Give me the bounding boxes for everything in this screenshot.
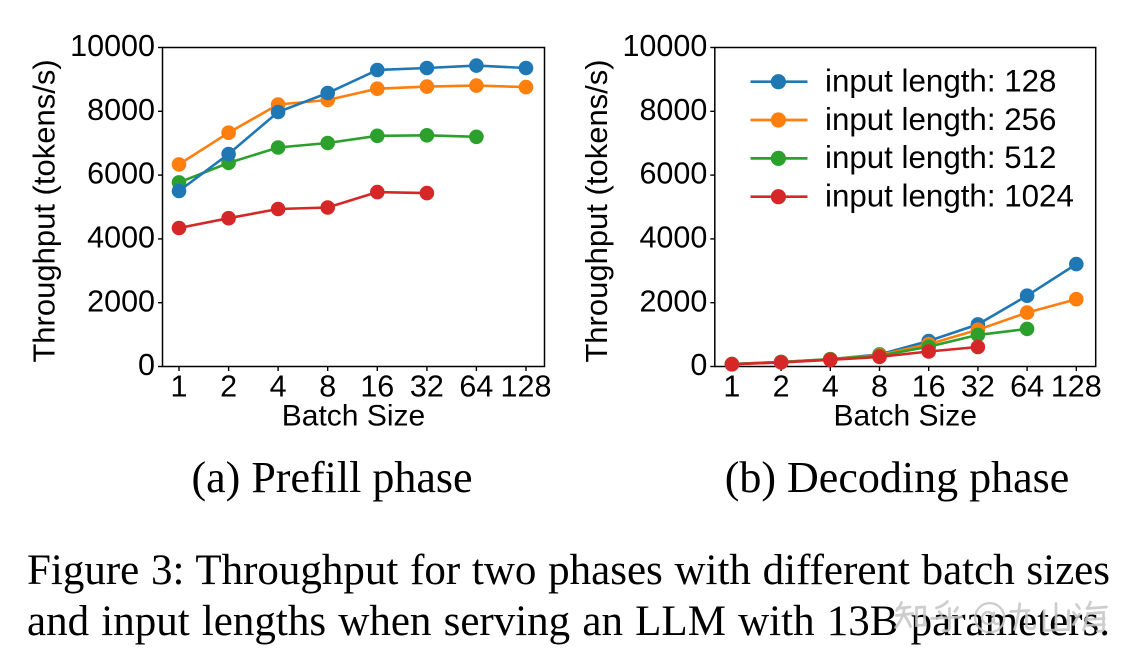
svg-text:input length: 256: input length: 256 xyxy=(825,102,1056,137)
svg-text:4000: 4000 xyxy=(87,221,155,255)
svg-text:2000: 2000 xyxy=(639,284,707,318)
svg-text:8: 8 xyxy=(871,369,888,403)
svg-text:2: 2 xyxy=(220,369,237,403)
svg-text:0: 0 xyxy=(690,348,707,382)
svg-text:0: 0 xyxy=(138,348,155,382)
svg-text:6000: 6000 xyxy=(639,157,707,191)
svg-text:Batch Size: Batch Size xyxy=(282,399,425,432)
svg-text:10000: 10000 xyxy=(70,29,155,63)
svg-text:4000: 4000 xyxy=(639,221,707,255)
svg-text:Throughput (tokens/s): Throughput (tokens/s) xyxy=(579,59,614,362)
svg-text:16: 16 xyxy=(912,369,946,403)
svg-text:64: 64 xyxy=(1010,369,1044,403)
svg-text:4: 4 xyxy=(822,369,839,403)
svg-text:4: 4 xyxy=(270,369,287,403)
svg-text:1: 1 xyxy=(723,369,740,403)
svg-text:8000: 8000 xyxy=(639,93,707,127)
svg-text:6000: 6000 xyxy=(87,157,155,191)
svg-text:input length: 512: input length: 512 xyxy=(825,140,1056,175)
svg-text:2: 2 xyxy=(773,369,790,403)
svg-text:32: 32 xyxy=(410,369,444,403)
svg-text:input length: 1024: input length: 1024 xyxy=(825,179,1074,214)
svg-text:10000: 10000 xyxy=(622,29,707,63)
svg-text:128: 128 xyxy=(1051,369,1102,403)
svg-text:Batch Size: Batch Size xyxy=(833,399,976,432)
svg-text:8000: 8000 xyxy=(87,93,155,127)
svg-text:32: 32 xyxy=(961,369,995,403)
svg-text:128: 128 xyxy=(501,369,552,403)
svg-text:2000: 2000 xyxy=(87,284,155,318)
svg-text:16: 16 xyxy=(360,369,394,403)
svg-text:Throughput (tokens/s): Throughput (tokens/s) xyxy=(27,59,62,362)
svg-text:input length: 128: input length: 128 xyxy=(825,64,1056,99)
svg-text:1: 1 xyxy=(171,369,188,403)
svg-text:64: 64 xyxy=(459,369,493,403)
svg-text:8: 8 xyxy=(319,369,336,403)
